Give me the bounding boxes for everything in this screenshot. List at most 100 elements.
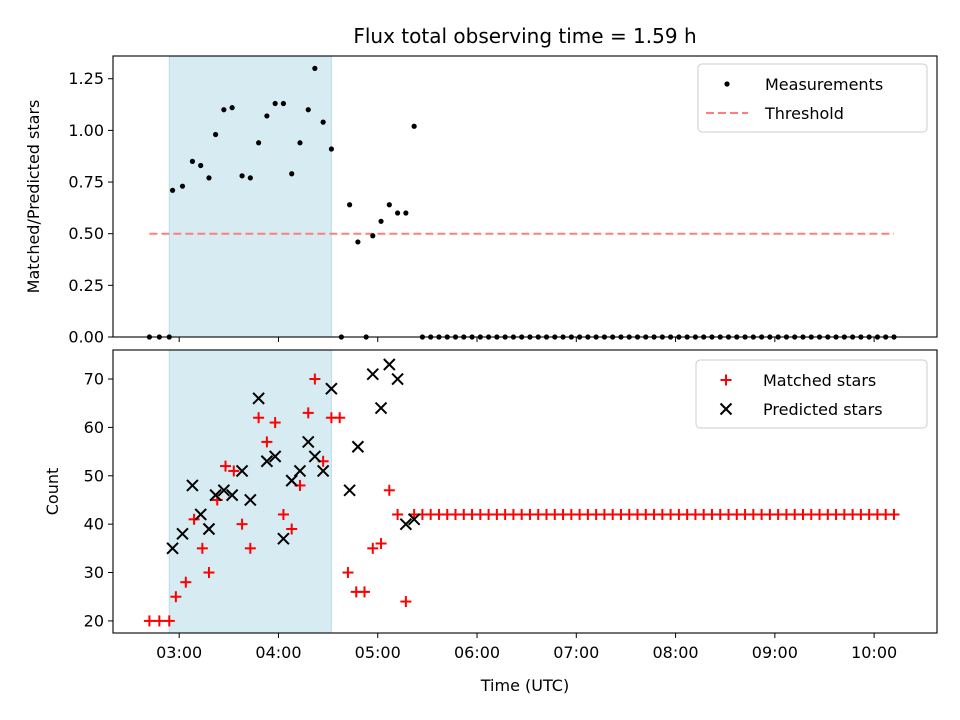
predicted-star-point-b — [217, 484, 231, 497]
measurement-point — [256, 140, 262, 146]
predicted-star-point-b — [194, 508, 207, 521]
measurement-point — [239, 173, 245, 179]
predicted-star-point — [235, 464, 249, 478]
measurement-point — [289, 171, 295, 177]
predicted-star-point — [176, 527, 189, 541]
predicted-star-point — [399, 517, 413, 531]
matched-star-point — [143, 615, 155, 627]
ratio-legend-box — [697, 63, 928, 133]
predicted-star-point-b — [186, 479, 199, 492]
legend-matched-label: Matched stars — [763, 371, 876, 390]
ratio-y-tick-label: 0.00 — [68, 328, 104, 347]
predicted-star-point-b — [343, 484, 356, 497]
count-panel-shaded-span — [168, 349, 332, 634]
count-y-tick-label: 50 — [84, 466, 104, 485]
matched-star-point — [170, 591, 182, 603]
count-x-tick-label: 10:00 — [851, 643, 897, 662]
measurement-point — [355, 239, 361, 245]
measurement-point — [179, 183, 186, 189]
matched-star-point — [359, 586, 371, 598]
matched-star-point — [269, 417, 281, 429]
count-legend-box — [695, 359, 928, 429]
predicted-star-point — [316, 464, 330, 478]
predicted-star-point-b — [366, 367, 379, 381]
predicted-star-point — [194, 508, 207, 521]
matched-star-point — [236, 518, 248, 530]
measurement-point — [386, 202, 392, 208]
measurement-point — [169, 187, 176, 193]
matched-stars-points — [143, 373, 900, 627]
predicted-star-point — [209, 488, 222, 502]
matched-star-point — [309, 373, 321, 385]
measurement-point — [264, 113, 270, 119]
predicted-star-point-b — [302, 435, 315, 449]
count-panel: 20 30 40 50 60 70 03:00 04:00 05:00 06:00 07:00 08… — [43, 349, 938, 695]
count-panel-legend: Matched stars Predicted stars — [695, 359, 928, 429]
matched-star-point — [253, 412, 265, 424]
predicted-star-point-b — [351, 440, 365, 453]
measurement-point — [206, 175, 212, 181]
measurement-point — [212, 131, 219, 138]
legend-predicted-label: Predicted stars — [763, 400, 883, 419]
predicted-star-point — [407, 513, 421, 526]
matched-star-point — [334, 412, 346, 424]
predicted-star-point — [343, 484, 356, 497]
predicted-star-point-b — [268, 450, 282, 463]
predicted-star-point-b — [374, 401, 388, 415]
matched-star-point — [400, 596, 412, 608]
matched-star-point — [244, 542, 256, 554]
predicted-star-point-b — [225, 488, 239, 502]
measurement-point — [272, 100, 278, 107]
ratio-y-tick-label: 1.00 — [68, 121, 104, 140]
predicted-star-point-b — [209, 488, 222, 502]
measurement-point — [280, 100, 287, 107]
matched-star-point — [153, 615, 165, 627]
matched-star-point — [383, 484, 395, 496]
count-panel-x-axis: 03:00 04:00 05:00 06:00 07:00 08:00 09:00 10:00 — [156, 633, 897, 662]
count-y-tick-label: 40 — [84, 515, 104, 534]
count-shaded-span-rect — [168, 349, 332, 634]
predicted-star-point-b — [176, 527, 189, 541]
predicted-star-point-b — [308, 450, 322, 463]
predicted-star-point — [166, 542, 179, 555]
count-y-tick-label: 70 — [84, 370, 104, 389]
count-panel-frame — [112, 349, 938, 634]
ratio-panel-y-axis-label: Matched/Predicted stars — [24, 100, 43, 294]
predicted-star-point-b — [166, 542, 179, 555]
measurement-point — [305, 107, 311, 113]
measurement-point — [189, 158, 196, 164]
legend-measurements-label: Measurements — [765, 75, 883, 94]
measurement-point — [347, 202, 353, 208]
predicted-star-point-b — [202, 522, 216, 536]
matched-star-point — [228, 465, 240, 477]
predicted-star-point — [186, 479, 199, 492]
ratio-y-tick-label: 0.25 — [68, 276, 104, 295]
matched-star-point — [302, 407, 314, 419]
ratio-shaded-span-rect — [168, 55, 332, 338]
count-x-tick-label: 03:00 — [156, 643, 202, 662]
matched-star-point — [367, 542, 379, 554]
measurement-point — [394, 210, 401, 216]
count-y-tick-label: 20 — [84, 611, 104, 630]
predicted-star-point-b — [316, 464, 330, 478]
matched-star-point — [188, 513, 200, 525]
predicted-star-point-b — [391, 372, 404, 386]
predicted-star-point — [252, 392, 265, 405]
predicted-star-point — [383, 358, 396, 371]
count-panel-y-axis-label: Count — [43, 468, 62, 516]
predicted-star-point — [366, 367, 379, 381]
ratio-y-tick-label: 0.50 — [68, 224, 104, 243]
matched-star-point — [342, 567, 354, 579]
predicted-star-point — [374, 401, 388, 415]
x-axis-label: Time (UTC) — [480, 676, 569, 695]
chart-title: Flux total observing time = 1.59 h — [353, 24, 696, 48]
matched-star-point — [220, 460, 232, 472]
ratio-panel-y-axis: 0.00 0.25 0.50 0.75 1.00 1.25 — [68, 69, 113, 347]
measurement-point — [411, 123, 417, 129]
predicted-star-point-b — [293, 464, 307, 478]
legend-predicted-marker-b — [719, 402, 733, 416]
measurement-point — [247, 175, 253, 181]
count-y-tick-label: 60 — [84, 418, 104, 437]
predicted-star-point-b — [260, 455, 274, 468]
